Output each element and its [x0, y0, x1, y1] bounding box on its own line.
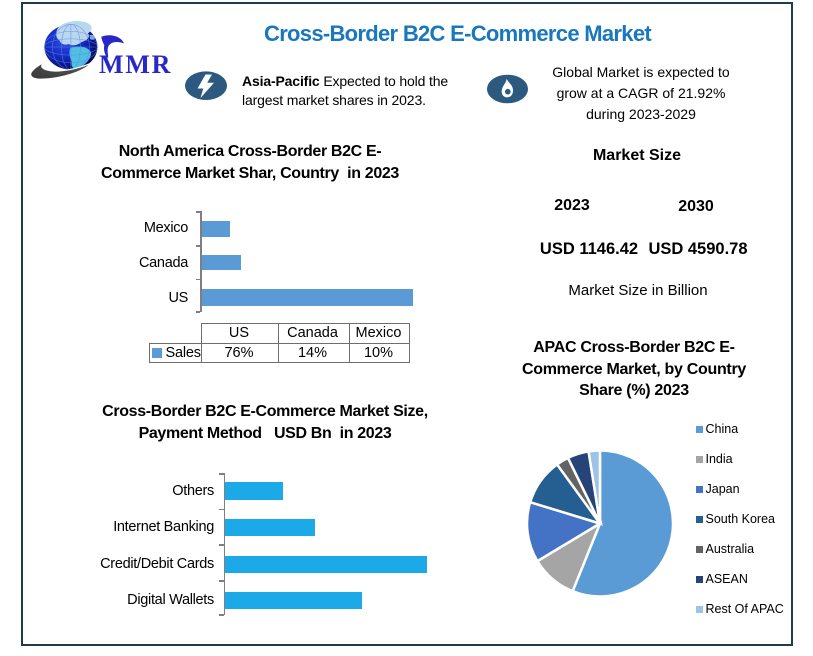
svg-text:MMR: MMR — [99, 50, 172, 79]
